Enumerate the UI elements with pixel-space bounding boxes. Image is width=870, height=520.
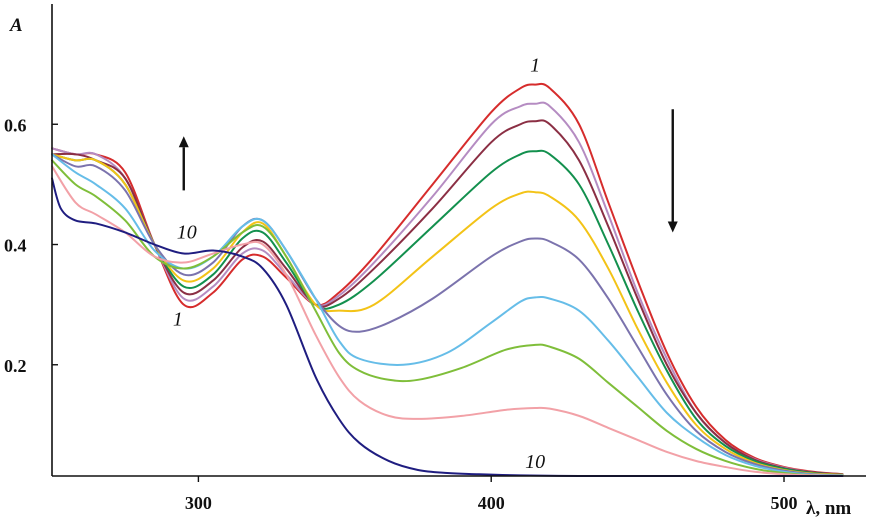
curve-number-label: 1 <box>530 54 540 76</box>
arrow-head <box>667 221 678 233</box>
y-tick-label: 0.6 <box>4 115 27 135</box>
arrow-up-icon <box>178 136 189 191</box>
curve-number-label: 10 <box>525 451 545 473</box>
series-line-7 <box>51 153 844 477</box>
series-line-4 <box>51 149 844 476</box>
series-line-8 <box>51 159 844 477</box>
series-line-6 <box>51 153 844 477</box>
arrow-head <box>178 136 189 148</box>
series-line-5 <box>51 153 844 476</box>
annotation-layer: 1 10 1 10 <box>173 54 545 473</box>
series-line-1 <box>51 82 844 476</box>
x-axis-label: λ, nm <box>806 498 851 519</box>
x-tick-label: 400 <box>478 493 505 513</box>
arrow-layer <box>178 109 678 233</box>
curve-number-label: 10 <box>177 221 197 243</box>
curve-number-label: 1 <box>173 309 183 331</box>
y-tick-label: 0.2 <box>4 356 27 376</box>
arrow-down-icon <box>667 109 678 233</box>
series-layer <box>51 82 844 478</box>
tick-layer: 300 400 500 0.2 0.4 0.6 <box>4 115 798 513</box>
y-tick-label: 0.4 <box>4 236 27 256</box>
x-tick-label: 500 <box>771 493 798 513</box>
series-line-9 <box>51 165 844 477</box>
series-line-10 <box>51 177 844 478</box>
series-line-3 <box>51 119 844 476</box>
x-tick-label: 300 <box>185 493 212 513</box>
y-axis-label: A <box>9 15 23 36</box>
